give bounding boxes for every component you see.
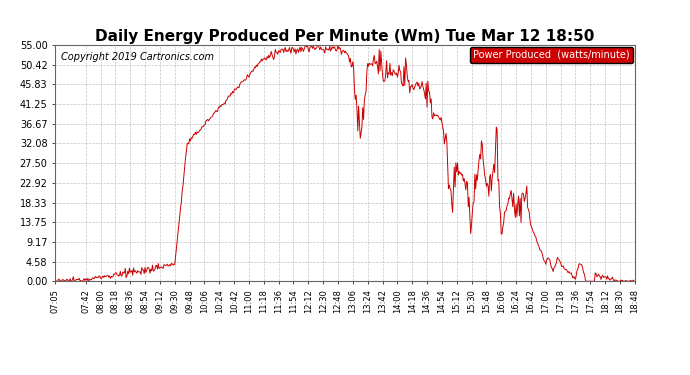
Title: Daily Energy Produced Per Minute (Wm) Tue Mar 12 18:50: Daily Energy Produced Per Minute (Wm) Tu… — [95, 29, 595, 44]
Text: Copyright 2019 Cartronics.com: Copyright 2019 Cartronics.com — [61, 52, 214, 62]
Legend: Power Produced  (watts/minute): Power Produced (watts/minute) — [471, 47, 633, 63]
